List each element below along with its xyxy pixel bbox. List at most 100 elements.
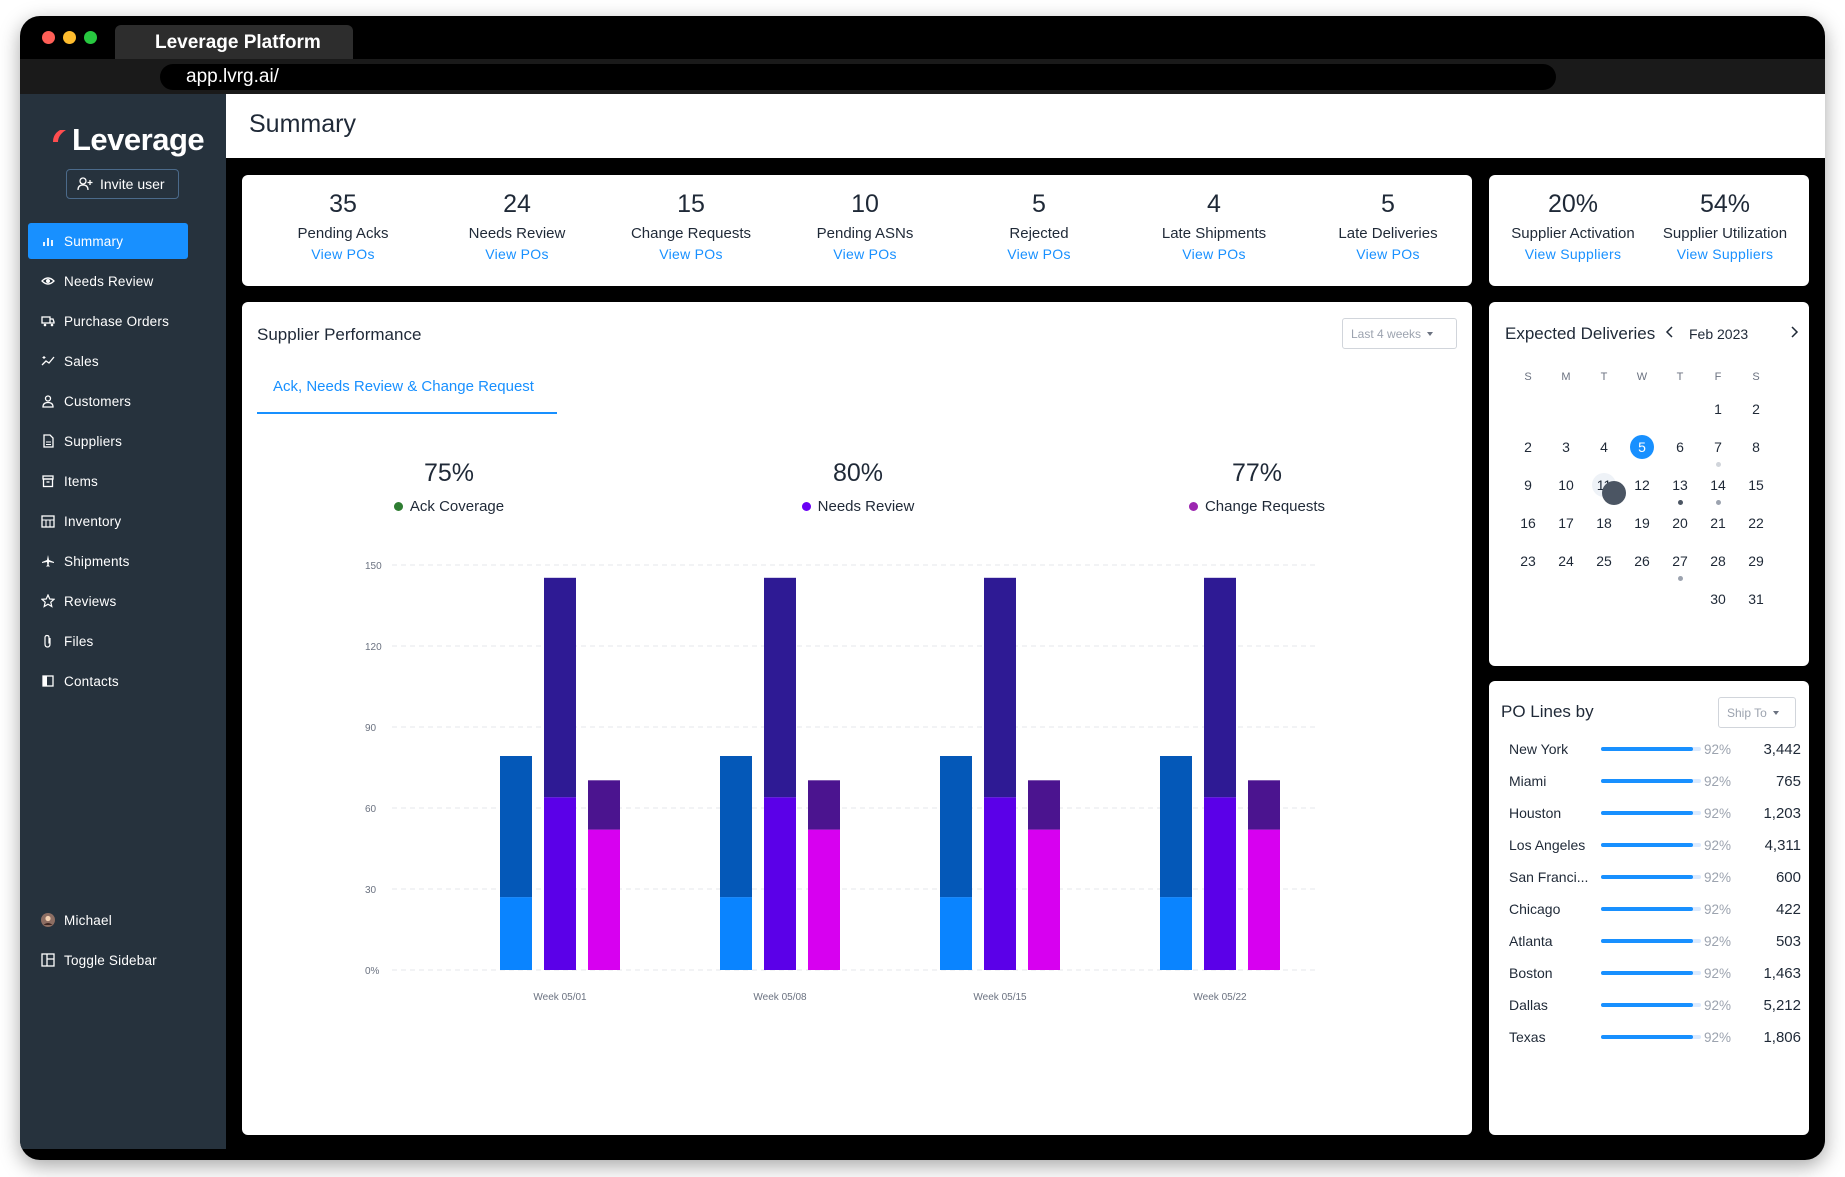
bar-segment[interactable]	[720, 897, 752, 970]
bar-segment[interactable]	[808, 829, 840, 970]
chevron-left-icon[interactable]	[1665, 325, 1675, 341]
po-line-row[interactable]: Dallas 92% 5,212	[1509, 989, 1801, 1021]
calendar-day[interactable]: 19	[1623, 510, 1661, 536]
view-pos-link[interactable]: View POs	[485, 246, 549, 262]
minimize-window-button[interactable]	[63, 31, 76, 44]
sidebar-item-items[interactable]: Items	[28, 463, 188, 499]
calendar-day[interactable]: 8	[1737, 434, 1775, 460]
calendar-day[interactable]: 11	[1585, 472, 1626, 505]
view-pos-link[interactable]: View POs	[1356, 246, 1420, 262]
bar-segment[interactable]	[1160, 756, 1192, 898]
calendar-day[interactable]: 15	[1737, 472, 1775, 498]
calendar-day[interactable]: 27	[1661, 548, 1699, 581]
bar-segment[interactable]	[1204, 797, 1236, 970]
sidebar-item-purchase-orders[interactable]: Purchase Orders	[28, 303, 188, 339]
po-line-row[interactable]: Los Angeles 92% 4,311	[1509, 829, 1801, 861]
bar-segment[interactable]	[544, 577, 576, 798]
calendar-day[interactable]: 13	[1661, 472, 1699, 505]
logo[interactable]: Leverage	[52, 122, 205, 158]
toggle-sidebar-button[interactable]: Toggle Sidebar	[28, 942, 188, 978]
po-line-row[interactable]: San Franci... 92% 600	[1509, 861, 1801, 893]
bar-segment[interactable]	[940, 756, 972, 898]
invite-user-button[interactable]: Invite user	[66, 169, 179, 199]
sidebar-item-sales[interactable]: Sales	[28, 343, 188, 379]
bar-segment[interactable]	[1248, 780, 1280, 830]
po-line-row[interactable]: Chicago 92% 422	[1509, 893, 1801, 925]
bar-segment[interactable]	[1160, 897, 1192, 970]
sidebar-item-customers[interactable]: Customers	[28, 383, 188, 419]
calendar-day[interactable]: 10	[1547, 472, 1585, 498]
po-line-row[interactable]: Miami 92% 765	[1509, 765, 1801, 797]
calendar-day[interactable]: 7	[1699, 434, 1737, 467]
browser-tab[interactable]: Leverage Platform	[115, 25, 353, 59]
sidebar-item-suppliers[interactable]: Suppliers	[28, 423, 188, 459]
bar-segment[interactable]	[984, 797, 1016, 970]
bar-segment[interactable]	[764, 577, 796, 798]
calendar-day[interactable]: 20	[1661, 510, 1699, 536]
bar-segment[interactable]	[720, 756, 752, 898]
date-range-select[interactable]: Last 4 weeks	[1342, 318, 1457, 349]
calendar-day[interactable]: 30	[1699, 586, 1737, 612]
calendar-day[interactable]: 2	[1509, 434, 1547, 460]
bar-segment[interactable]	[588, 829, 620, 970]
bar-segment[interactable]	[940, 897, 972, 970]
calendar-day[interactable]: 12	[1623, 472, 1661, 498]
maximize-window-button[interactable]	[84, 31, 97, 44]
view-pos-link[interactable]: View POs	[833, 246, 897, 262]
sidebar-item-files[interactable]: Files	[28, 623, 188, 659]
calendar-day[interactable]: 3	[1547, 434, 1585, 460]
calendar-day[interactable]: 6	[1661, 434, 1699, 460]
calendar-day[interactable]: 1	[1699, 396, 1737, 422]
sidebar-item-reviews[interactable]: Reviews	[28, 583, 188, 619]
calendar-day[interactable]: 2	[1737, 396, 1775, 422]
calendar-day[interactable]: 29	[1737, 548, 1775, 574]
calendar-day[interactable]: 21	[1699, 510, 1737, 536]
bar-segment[interactable]	[984, 577, 1016, 798]
sidebar-item-summary[interactable]: Summary	[28, 223, 188, 259]
view-pos-link[interactable]: View POs	[659, 246, 723, 262]
view-suppliers-link[interactable]: View Suppliers	[1676, 246, 1774, 262]
address-bar[interactable]: app.lvrg.ai/	[160, 64, 1556, 90]
calendar-day[interactable]: 9	[1509, 472, 1547, 498]
tab-ack-needs-review-change-request[interactable]: Ack, Needs Review & Change Request	[257, 378, 557, 414]
view-suppliers-link[interactable]: View Suppliers	[1524, 246, 1622, 262]
bar-segment[interactable]	[764, 797, 796, 970]
calendar-day[interactable]: 28	[1699, 548, 1737, 574]
view-pos-link[interactable]: View POs	[1007, 246, 1071, 262]
calendar-day[interactable]: 17	[1547, 510, 1585, 536]
calendar-day[interactable]: 16	[1509, 510, 1547, 536]
view-pos-link[interactable]: View POs	[1182, 246, 1246, 262]
ship-to-select[interactable]: Ship To	[1718, 697, 1796, 728]
sidebar-item-inventory[interactable]: Inventory	[28, 503, 188, 539]
bar-segment[interactable]	[544, 797, 576, 970]
bar-segment[interactable]	[588, 780, 620, 830]
bar-segment[interactable]	[1028, 780, 1060, 830]
calendar-day[interactable]: 24	[1547, 548, 1585, 574]
calendar-day[interactable]: 25	[1585, 548, 1623, 574]
calendar-day[interactable]: 23	[1509, 548, 1547, 574]
calendar-day[interactable]: 4	[1585, 434, 1623, 460]
calendar-day[interactable]: 14	[1699, 472, 1737, 505]
bar-segment[interactable]	[500, 897, 532, 970]
calendar-day[interactable]: 18	[1585, 510, 1623, 536]
close-window-button[interactable]	[42, 31, 55, 44]
sidebar-item-shipments[interactable]: Shipments	[28, 543, 188, 579]
bar-segment[interactable]	[500, 756, 532, 898]
view-pos-link[interactable]: View POs	[311, 246, 375, 262]
sidebar-item-contacts[interactable]: Contacts	[28, 663, 188, 699]
po-line-row[interactable]: Boston 92% 1,463	[1509, 957, 1801, 989]
calendar-day[interactable]: 5	[1623, 434, 1661, 460]
chevron-right-icon[interactable]	[1789, 325, 1799, 341]
user-profile[interactable]: Michael	[28, 902, 188, 938]
bar-segment[interactable]	[1248, 829, 1280, 970]
bar-segment[interactable]	[1204, 577, 1236, 798]
po-line-row[interactable]: Texas 92% 1,806	[1509, 1021, 1801, 1053]
calendar-day[interactable]: 22	[1737, 510, 1775, 536]
po-line-row[interactable]: New York 92% 3,442	[1509, 733, 1801, 765]
bar-segment[interactable]	[1028, 829, 1060, 970]
bar-segment[interactable]	[808, 780, 840, 830]
sidebar-item-needs-review[interactable]: Needs Review	[28, 263, 188, 299]
po-line-row[interactable]: Houston 92% 1,203	[1509, 797, 1801, 829]
po-line-row[interactable]: Atlanta 92% 503	[1509, 925, 1801, 957]
calendar-day[interactable]: 26	[1623, 548, 1661, 574]
